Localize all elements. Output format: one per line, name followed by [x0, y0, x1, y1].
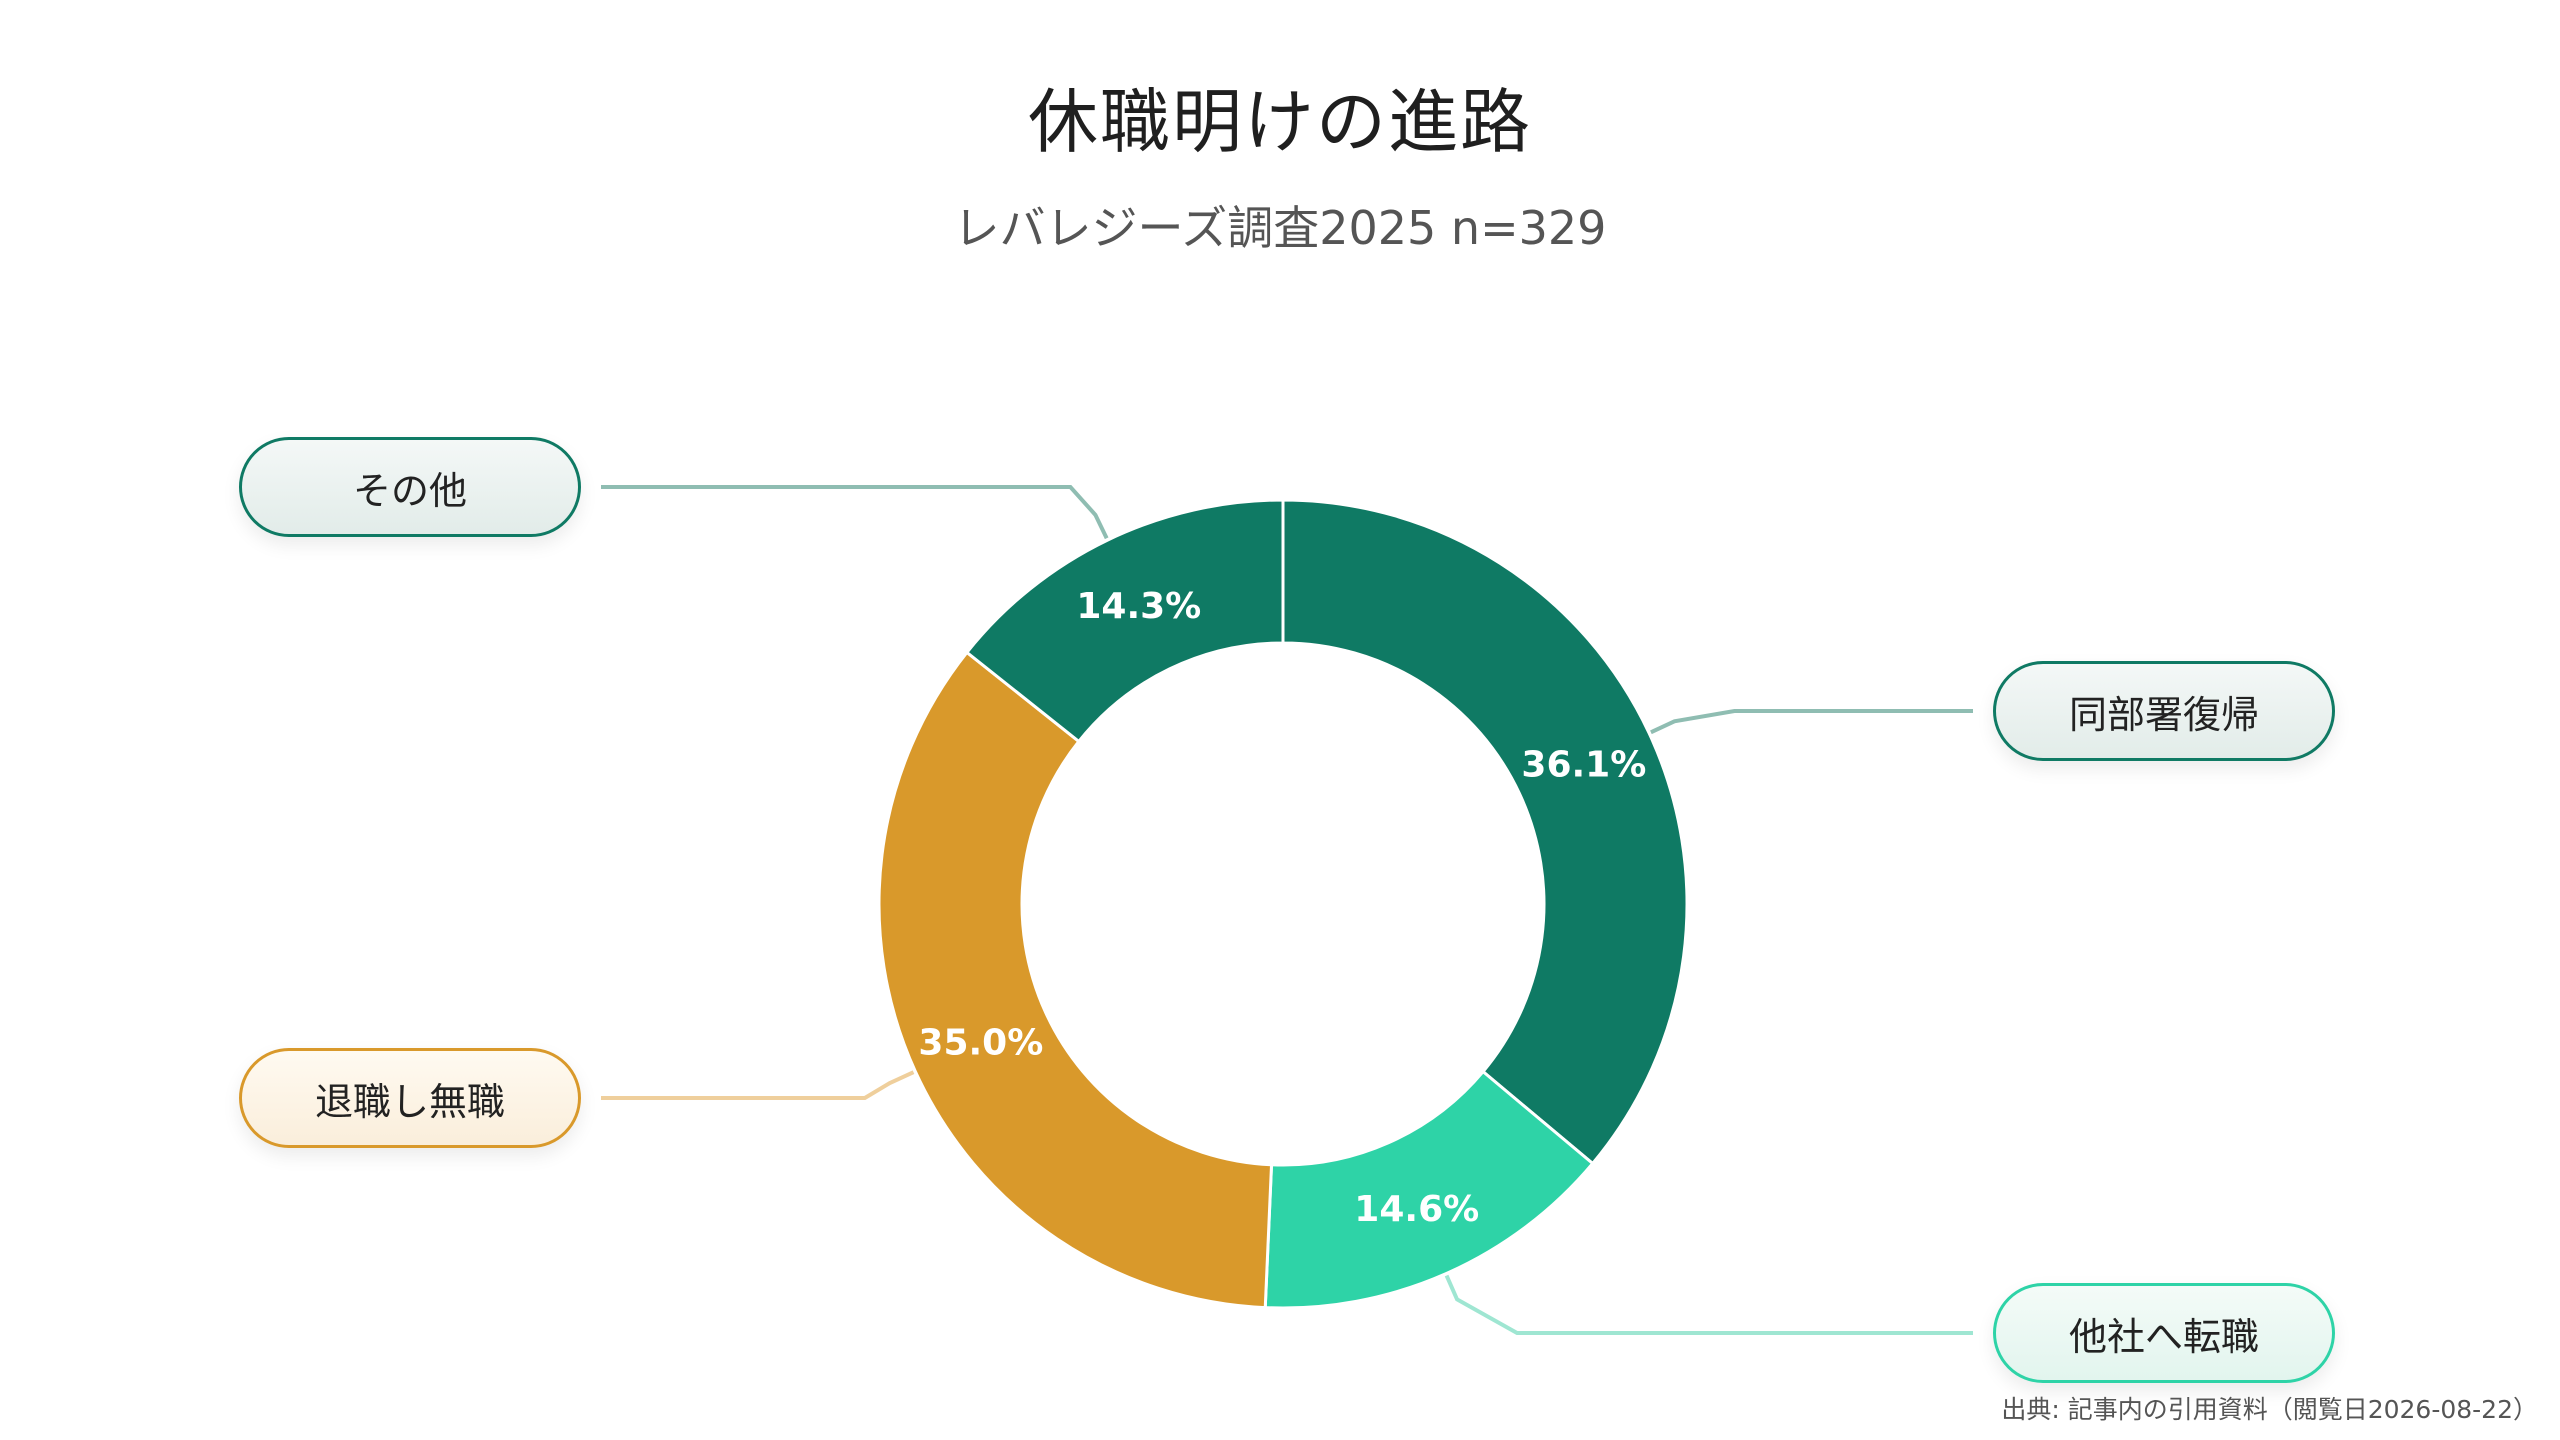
- leader-lines: [601, 485, 1973, 1335]
- chart-subtitle: レバレジーズ調査2025 n=329: [953, 201, 1607, 255]
- callout-label: 退職し無職: [314, 1079, 505, 1124]
- slice-unemployed: [877, 650, 1274, 1310]
- callout-unemployed: 退職し無職: [239, 1048, 581, 1148]
- callout-label: その他: [352, 468, 467, 513]
- chart-title: 休職明けの進路: [1028, 81, 1532, 163]
- callout-other-company: 他社へ転職: [1993, 1283, 2335, 1383]
- slice-same-department: [1281, 498, 1689, 1166]
- slice-other: [964, 498, 1285, 744]
- callout-label: 同部署復帰: [2068, 692, 2259, 737]
- label-other-company: 14.6%: [1354, 1189, 1479, 1230]
- slice-other-company: [1263, 1069, 1595, 1310]
- label-unemployed: 35.0%: [918, 1023, 1043, 1064]
- leader-unemployed: [601, 1070, 915, 1100]
- slice-labels: 36.1% 14.6% 35.0% 14.3%: [918, 586, 1646, 1230]
- label-same-department: 36.1%: [1521, 745, 1646, 786]
- leader-same-department: [1650, 709, 1973, 735]
- label-other: 14.3%: [1076, 586, 1201, 627]
- source-note: 出典: 記事内の引用資料（閲覧日2026-08-22）: [2001, 1395, 2538, 1424]
- donut-slices: [877, 498, 1689, 1310]
- callout-other: その他: [239, 437, 581, 537]
- leader-other: [601, 485, 1109, 540]
- callout-same-department: 同部署復帰: [1993, 661, 2335, 761]
- leader-other-company: [1444, 1274, 1973, 1335]
- callout-label: 他社へ転職: [2068, 1314, 2259, 1359]
